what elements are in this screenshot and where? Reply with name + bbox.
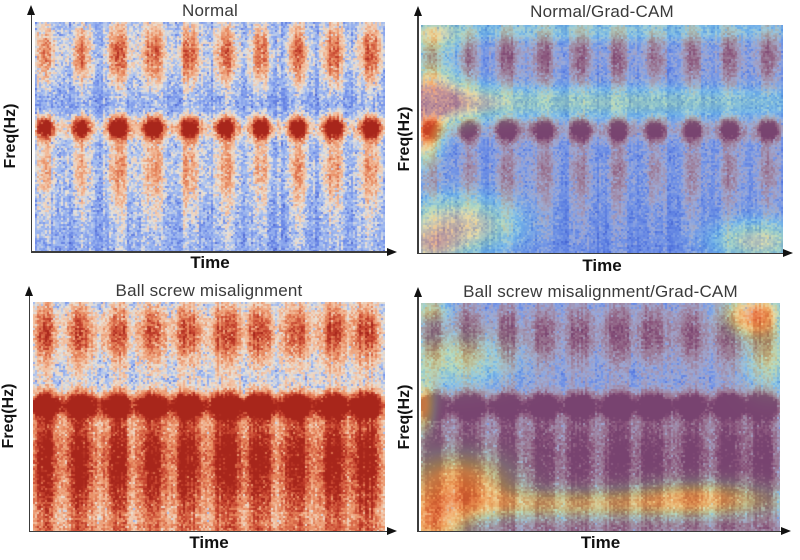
x-axis-arrow — [387, 527, 397, 536]
x-axis-line — [28, 530, 389, 533]
x-axis-label: Time — [580, 533, 621, 552]
y-axis-arrow — [27, 5, 35, 15]
x-axis-label: Time — [582, 256, 622, 275]
x-axis-arrow — [783, 249, 793, 258]
spectrogram-canvas-normal-gradcam — [421, 25, 783, 253]
panel-title: Normal/Grad-CAM — [530, 2, 674, 21]
y-axis-line — [417, 295, 419, 532]
y-axis-label: Freq(Hz) — [396, 384, 413, 450]
x-axis-line — [417, 252, 784, 255]
panel-title: Ball screw misalignment/Grad-CAM — [463, 282, 738, 301]
y-axis-line — [417, 14, 419, 254]
spectrogram-canvas-normal — [35, 22, 385, 251]
spectrogram-canvas-misalignment — [33, 302, 385, 531]
x-axis-line — [30, 251, 389, 253]
x-axis-label: Time — [190, 253, 230, 272]
y-axis-label: Freq(Hz) — [396, 106, 413, 172]
y-axis-arrow — [413, 287, 422, 297]
panel-title: Normal — [182, 1, 238, 20]
x-axis-label: Time — [189, 533, 229, 552]
x-axis-line — [417, 530, 782, 533]
y-axis-line — [28, 294, 30, 532]
x-axis-arrow — [387, 247, 397, 256]
x-axis-arrow — [781, 527, 791, 536]
y-axis-arrow — [413, 6, 422, 16]
panel-title: Ball screw misalignment — [115, 281, 303, 300]
spectrogram-canvas-misalignment-gradcam — [421, 303, 780, 531]
y-axis-line — [30, 13, 32, 252]
y-axis-arrow — [25, 286, 33, 296]
y-axis-label: Freq(Hz) — [2, 103, 19, 169]
y-axis-label: Freq(Hz) — [0, 383, 17, 449]
